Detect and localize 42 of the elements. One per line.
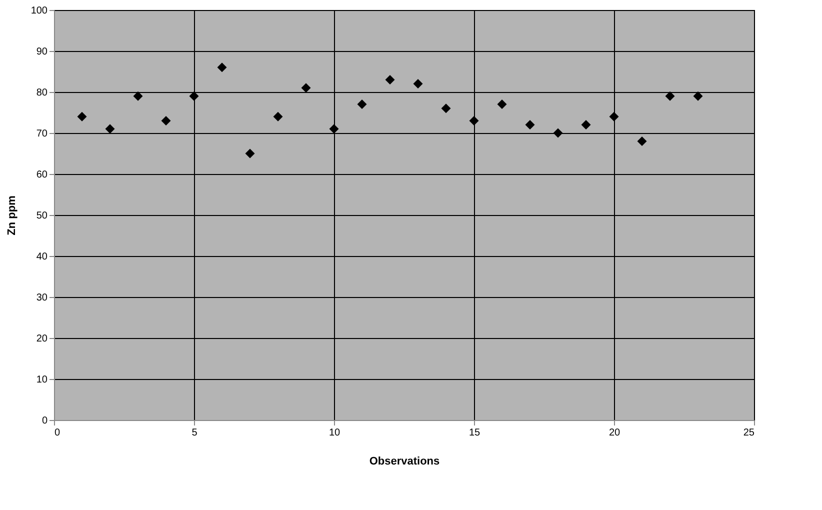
x-tick-label: 0	[54, 428, 60, 438]
y-tick-label: 20	[36, 334, 48, 344]
y-tick-label: 0	[42, 416, 48, 426]
point	[469, 116, 479, 126]
point	[581, 120, 591, 130]
x-tick-label: 25	[743, 428, 755, 438]
y-axis-title: Zn ppm	[6, 195, 18, 236]
y-tick-label: 10	[36, 374, 48, 386]
point	[133, 91, 143, 101]
point	[525, 120, 535, 130]
point	[329, 124, 339, 134]
point	[609, 112, 619, 122]
y-tick-label: 90	[36, 46, 48, 58]
y-tick-label: 100	[30, 6, 48, 16]
point	[553, 128, 563, 138]
y-tick-label: 30	[36, 292, 48, 304]
y-tick-label: 70	[36, 128, 48, 140]
point	[637, 136, 647, 146]
point	[497, 100, 507, 110]
point	[441, 104, 451, 114]
point	[357, 100, 367, 110]
point	[693, 91, 703, 101]
point	[245, 148, 255, 158]
x-axis-title: Observations	[369, 456, 440, 468]
point	[189, 91, 199, 101]
x-tick-label: 15	[468, 428, 480, 438]
point	[665, 91, 675, 101]
point	[385, 74, 395, 84]
point	[161, 116, 171, 126]
x-tick-label: 10	[328, 428, 340, 438]
point	[273, 112, 283, 122]
y-tick-label: 40	[36, 252, 48, 262]
point	[105, 124, 115, 134]
point	[77, 112, 87, 122]
y-tick-label: 80	[36, 88, 48, 98]
y-tick-label: 50	[36, 210, 48, 222]
y-tick-label: 60	[36, 170, 48, 180]
point	[301, 83, 311, 93]
x-tick-label: 20	[608, 428, 620, 438]
x-tick-label: 5	[192, 428, 198, 438]
point	[217, 62, 227, 72]
point	[413, 79, 423, 89]
